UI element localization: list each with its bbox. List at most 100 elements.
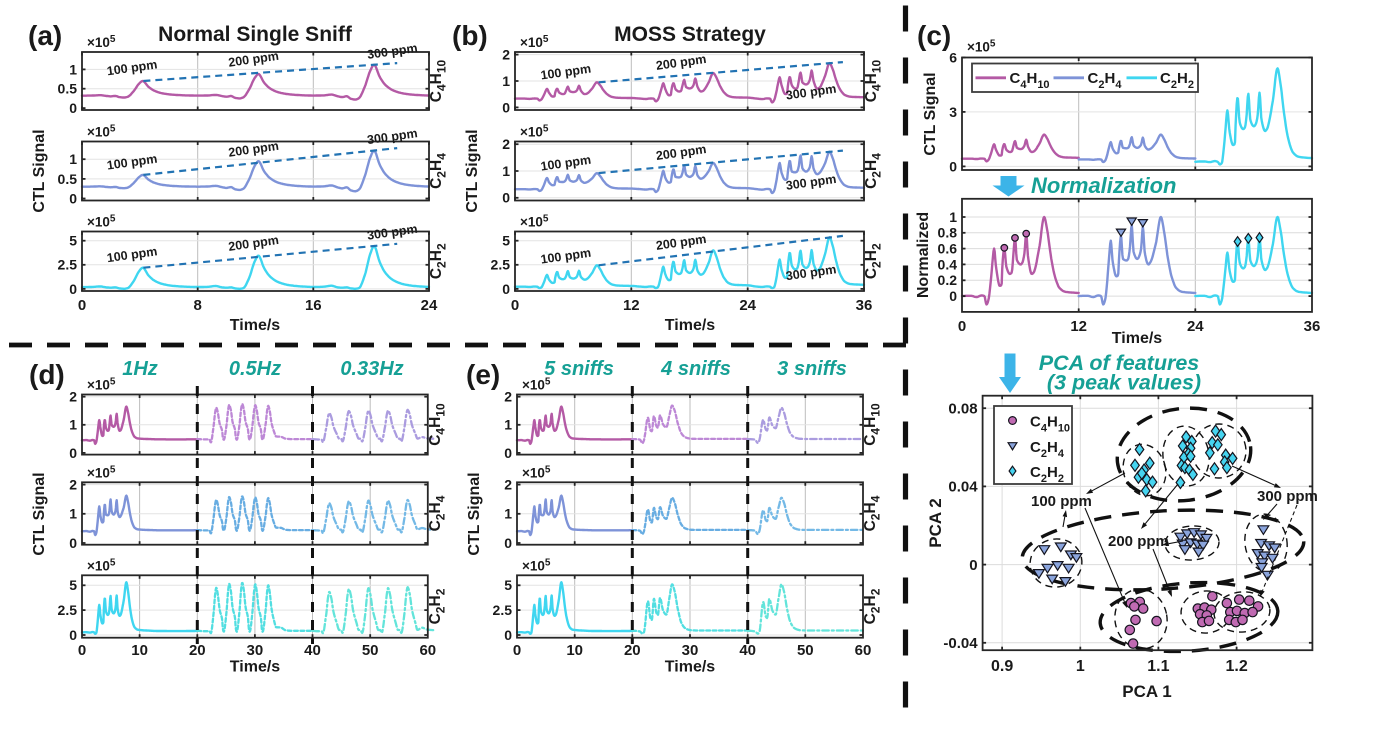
- svg-text:0: 0: [504, 445, 512, 461]
- svg-text:0.4: 0.4: [938, 256, 958, 272]
- svg-text:100 ppm: 100 ppm: [106, 152, 158, 173]
- svg-text:40: 40: [304, 642, 321, 659]
- svg-text:1: 1: [1076, 658, 1085, 675]
- svg-text:2: 2: [69, 477, 77, 493]
- svg-text:200 ppm: 200 ppm: [1108, 533, 1169, 550]
- svg-text:0: 0: [504, 627, 512, 643]
- svg-text:PCA 1: PCA 1: [1122, 682, 1171, 701]
- svg-text:1Hz: 1Hz: [122, 358, 158, 380]
- svg-text:Time/s: Time/s: [665, 659, 716, 676]
- svg-text:C2H4: C2H4: [1088, 70, 1123, 91]
- svg-text:20: 20: [624, 642, 641, 659]
- svg-text:CTL Signal: CTL Signal: [466, 472, 483, 555]
- svg-text:1: 1: [504, 417, 512, 433]
- svg-text:5: 5: [69, 577, 77, 593]
- svg-text:×105: ×105: [522, 377, 551, 393]
- svg-text:1: 1: [502, 73, 510, 89]
- svg-text:12: 12: [1070, 318, 1087, 335]
- svg-text:×105: ×105: [520, 124, 549, 140]
- svg-text:×105: ×105: [87, 557, 116, 573]
- svg-text:5: 5: [504, 577, 512, 593]
- svg-text:20: 20: [189, 642, 206, 659]
- svg-text:×105: ×105: [522, 464, 551, 480]
- svg-text:(a): (a): [28, 20, 62, 51]
- svg-text:(b): (b): [452, 20, 488, 51]
- svg-text:1: 1: [502, 163, 510, 179]
- svg-text:0: 0: [949, 288, 957, 304]
- svg-text:C4H10: C4H10: [1030, 414, 1070, 435]
- svg-text:12: 12: [623, 297, 640, 314]
- svg-text:0.9: 0.9: [991, 658, 1013, 675]
- svg-text:2: 2: [502, 47, 510, 63]
- svg-text:200 ppm: 200 ppm: [227, 49, 279, 70]
- svg-text:Time/s: Time/s: [665, 317, 716, 334]
- svg-text:0.33Hz: 0.33Hz: [340, 358, 403, 380]
- svg-text:C2H2: C2H2: [862, 588, 883, 624]
- svg-text:0: 0: [969, 557, 977, 574]
- svg-text:C4H10: C4H10: [427, 403, 448, 446]
- svg-text:0: 0: [958, 318, 966, 335]
- svg-text:2.5: 2.5: [491, 257, 511, 273]
- svg-text:×105: ×105: [520, 214, 549, 230]
- svg-text:200 ppm: 200 ppm: [227, 233, 279, 254]
- svg-text:C2H4: C2H4: [863, 153, 884, 189]
- svg-text:50: 50: [797, 642, 814, 659]
- svg-text:2.5: 2.5: [58, 602, 78, 618]
- svg-text:CTL Signal: CTL Signal: [464, 129, 481, 212]
- svg-text:C2H4: C2H4: [428, 153, 449, 189]
- svg-text:C2H2: C2H2: [1160, 70, 1194, 91]
- svg-text:0: 0: [69, 535, 77, 551]
- svg-text:0: 0: [69, 100, 77, 116]
- svg-text:C2H2: C2H2: [863, 243, 884, 279]
- svg-text:0.2: 0.2: [938, 272, 958, 288]
- svg-text:Normalized: Normalized: [915, 212, 932, 298]
- svg-text:300 ppm: 300 ppm: [366, 126, 418, 147]
- svg-text:200 ppm: 200 ppm: [655, 232, 707, 253]
- svg-text:Normalization: Normalization: [1031, 173, 1176, 198]
- svg-text:1: 1: [69, 417, 77, 433]
- svg-text:×105: ×105: [967, 39, 996, 55]
- svg-text:×105: ×105: [87, 214, 116, 230]
- svg-text:5: 5: [69, 233, 77, 249]
- svg-text:100 ppm: 100 ppm: [1031, 493, 1092, 510]
- svg-text:C2H2: C2H2: [428, 243, 449, 279]
- svg-text:0: 0: [502, 99, 510, 115]
- svg-text:0: 0: [69, 190, 77, 206]
- svg-text:40: 40: [739, 642, 756, 659]
- svg-text:0: 0: [78, 642, 86, 659]
- svg-text:0: 0: [504, 535, 512, 551]
- svg-text:60: 60: [855, 642, 872, 659]
- svg-text:36: 36: [1304, 318, 1321, 335]
- svg-text:C2H4: C2H4: [862, 495, 883, 531]
- svg-text:16: 16: [305, 297, 322, 314]
- svg-text:2.5: 2.5: [493, 602, 513, 618]
- svg-text:Time/s: Time/s: [230, 659, 281, 676]
- svg-text:Normal Single Sniff: Normal Single Sniff: [158, 23, 353, 46]
- svg-text:1.2: 1.2: [1225, 658, 1247, 675]
- svg-text:4 sniffs: 4 sniffs: [660, 358, 731, 380]
- svg-text:0.6: 0.6: [938, 241, 958, 257]
- svg-text:300 ppm: 300 ppm: [785, 262, 837, 283]
- svg-text:1: 1: [69, 506, 77, 522]
- svg-text:1: 1: [69, 151, 77, 167]
- svg-text:2.5: 2.5: [58, 257, 78, 273]
- svg-text:Time/s: Time/s: [1112, 330, 1163, 347]
- svg-text:×105: ×105: [520, 34, 549, 50]
- svg-text:MOSS Strategy: MOSS Strategy: [614, 23, 766, 46]
- svg-text:0: 0: [513, 642, 521, 659]
- svg-text:300 ppm: 300 ppm: [785, 172, 837, 193]
- svg-text:0.5: 0.5: [58, 81, 78, 97]
- svg-text:0: 0: [69, 281, 77, 297]
- svg-text:0.08: 0.08: [948, 401, 977, 418]
- svg-text:100 ppm: 100 ppm: [106, 244, 158, 265]
- svg-text:CTL Signal: CTL Signal: [31, 129, 48, 212]
- svg-text:300 ppm: 300 ppm: [785, 82, 837, 103]
- svg-text:10: 10: [131, 642, 148, 659]
- svg-text:(e): (e): [466, 359, 500, 390]
- svg-text:×105: ×105: [87, 124, 116, 140]
- svg-text:100 ppm: 100 ppm: [540, 153, 592, 174]
- svg-text:0: 0: [69, 445, 77, 461]
- svg-text:×105: ×105: [87, 34, 116, 50]
- svg-text:0: 0: [69, 627, 77, 643]
- svg-text:30: 30: [247, 642, 264, 659]
